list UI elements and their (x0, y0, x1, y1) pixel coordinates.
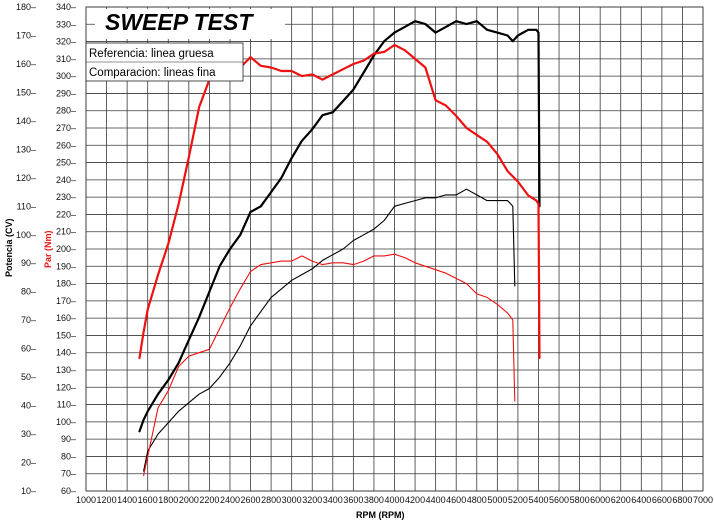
power-axis-title: Potencia (CV) (4, 218, 14, 277)
torque-tick-label: 150– (56, 330, 76, 340)
power-tick-label: 150– (16, 87, 36, 97)
power-axis-ticks: 10– 20– 30– 40– 50– 60– 70– 80– 90– 100– 110– 120– 1… (16, 2, 36, 496)
torque-tick-label: 130– (56, 365, 76, 375)
x-tick-label: 2400 (220, 495, 240, 505)
power-tick-label: 180– (16, 2, 36, 12)
torque-axis-title: Par (Nm) (43, 230, 53, 268)
torque-tick-label: 160– (56, 313, 76, 323)
x-tick-label: 5800 (570, 495, 590, 505)
power-tick-label: 70– (21, 315, 36, 325)
x-tick-label: 4200 (405, 495, 425, 505)
torque-tick-label: 340– (56, 2, 76, 12)
power-tick-label: 110– (17, 201, 36, 211)
power-tick-label: 50– (21, 372, 36, 382)
legend-reference: Referencia: linea gruesa (89, 48, 214, 60)
torque-tick-label: 100– (56, 417, 76, 427)
x-tick-label: 1200 (97, 495, 117, 505)
torque-tick-label: 180– (56, 279, 76, 289)
x-tick-label: 3600 (343, 495, 363, 505)
x-tick-label: 6600 (652, 495, 672, 505)
torque-tick-label: 170– (56, 296, 76, 306)
torque-tick-label: 140– (56, 348, 76, 358)
x-tick-label: 1600 (138, 495, 158, 505)
x-axis-ticks: 1000 1200 1400 1600 1800 2000 2200 2400 2600 2800… (76, 495, 713, 505)
power-tick-label: 90– (21, 258, 36, 268)
torque-tick-label: 310– (56, 54, 76, 64)
torque-tick-label: 270– (56, 123, 76, 133)
torque-tick-label: 280– (56, 106, 76, 116)
torque-axis-ticks: 60– 70– 80– 90– 100– 110– 120– 130– 140– 150– 160–… (56, 2, 76, 496)
power-tick-label: 130– (16, 144, 36, 154)
torque-tick-label: 80– (61, 451, 76, 461)
power-tick-label: 170– (16, 30, 36, 40)
power-tick-label: 80– (21, 287, 36, 297)
power-tick-label: 20– (21, 458, 36, 468)
power-tick-label: 100– (16, 230, 36, 240)
power-tick-label: 30– (21, 429, 36, 439)
x-tick-label: 7000 (693, 495, 713, 505)
x-tick-label: 1800 (158, 495, 178, 505)
x-tick-label: 1400 (117, 495, 137, 505)
x-tick-label: 3000 (282, 495, 302, 505)
torque-tick-label: 200– (56, 244, 76, 254)
torque-tick-label: 110– (57, 400, 76, 410)
torque-tick-label: 60– (61, 486, 76, 496)
torque-tick-label: 70– (61, 469, 76, 479)
grid (85, 6, 704, 492)
torque-tick-label: 220– (56, 209, 76, 219)
torque-tick-label: 120– (56, 382, 76, 392)
x-tick-label: 1000 (76, 495, 96, 505)
x-tick-label: 5200 (508, 495, 528, 505)
x-tick-label: 4400 (426, 495, 446, 505)
title-background (95, 9, 285, 39)
torque-tick-label: 320– (56, 37, 76, 47)
torque-tick-label: 330– (56, 19, 76, 29)
series-line-potencia-referencia (138, 20, 541, 433)
x-tick-label: 2600 (241, 495, 261, 505)
power-tick-label: 140– (16, 116, 36, 126)
x-tick-label: 4600 (446, 495, 466, 505)
series-line-par-referencia (138, 43, 541, 359)
x-tick-label: 2200 (199, 495, 219, 505)
x-tick-label: 2800 (261, 495, 281, 505)
torque-tick-label: 90– (61, 434, 76, 444)
x-tick-label: 2000 (179, 495, 199, 505)
x-axis-title: RPM (RPM) (356, 510, 405, 520)
x-tick-label: 3200 (302, 495, 322, 505)
x-tick-label: 5000 (487, 495, 507, 505)
legend: Referencia: linea gruesa Comparacion: li… (85, 42, 244, 82)
x-tick-label: 6800 (672, 495, 692, 505)
x-tick-label: 6200 (611, 495, 631, 505)
torque-tick-label: 190– (56, 261, 76, 271)
legend-comparison: Comparacion: lineas fina (89, 67, 216, 79)
torque-tick-label: 300– (56, 71, 76, 81)
x-tick-label: 4800 (467, 495, 487, 505)
x-tick-label: 3400 (323, 495, 343, 505)
power-tick-label: 10– (21, 486, 36, 496)
x-tick-label: 4000 (384, 495, 404, 505)
series-line-potencia-comparacion (143, 188, 516, 472)
chart-title: SWEEP TEST (105, 9, 254, 35)
power-tick-label: 120– (16, 173, 36, 183)
power-tick-label: 60– (21, 344, 36, 354)
torque-tick-label: 230– (56, 192, 76, 202)
torque-tick-label: 240– (56, 175, 76, 185)
x-tick-label: 3800 (364, 495, 384, 505)
series-layer (138, 20, 541, 476)
torque-tick-label: 210– (56, 227, 76, 237)
series-line-par-comparacion (143, 253, 516, 476)
x-tick-label: 5600 (549, 495, 569, 505)
torque-tick-label: 290– (56, 88, 76, 98)
x-tick-label: 5400 (528, 495, 548, 505)
torque-tick-label: 250– (56, 158, 76, 168)
x-tick-label: 6400 (631, 495, 651, 505)
power-tick-label: 160– (16, 59, 36, 69)
x-tick-label: 6000 (590, 495, 610, 505)
power-tick-label: 40– (21, 401, 36, 411)
torque-tick-label: 260– (56, 140, 76, 150)
